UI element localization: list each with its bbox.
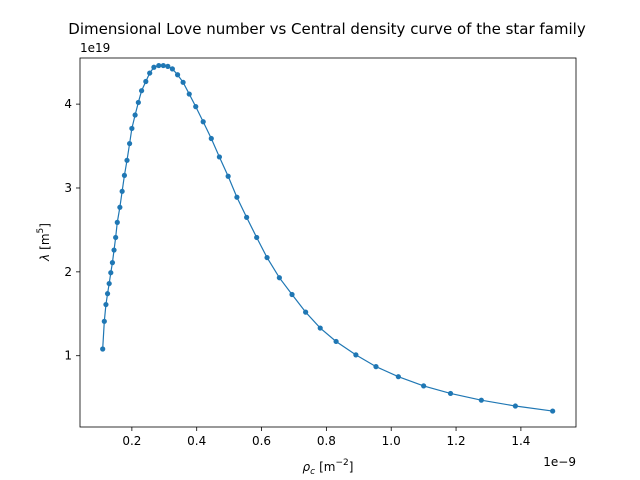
data-point [160, 62, 166, 69]
data-point [117, 204, 123, 210]
data-point [138, 88, 145, 94]
data-point [254, 234, 260, 241]
data-point [373, 364, 379, 370]
data-point [100, 346, 106, 352]
data-point [124, 157, 130, 163]
data-point [174, 72, 181, 78]
data-point [165, 63, 171, 69]
data-point [108, 270, 114, 276]
x-tick-label: 1.4 [511, 434, 530, 448]
x-tick-label: 0.4 [187, 434, 206, 448]
y-axis-ticks: 1 2 3 4 [64, 97, 80, 363]
data-point [114, 219, 120, 225]
x-tick-label: 1.2 [447, 434, 466, 448]
data-point [101, 318, 107, 324]
data-point [103, 301, 109, 308]
x-tick-label: 0.2 [122, 434, 141, 448]
data-point [225, 173, 231, 179]
data-point [512, 403, 518, 409]
data-point [113, 234, 119, 241]
data-point [180, 79, 186, 85]
data-point [119, 188, 125, 194]
data-point [395, 374, 401, 380]
data-point [129, 125, 135, 132]
data-point [193, 104, 199, 110]
data-point [303, 309, 309, 315]
data-point [550, 408, 556, 414]
data-point [186, 91, 192, 97]
data-point [234, 194, 240, 200]
data-point [421, 383, 427, 389]
data-point [147, 70, 153, 76]
data-point [143, 78, 149, 85]
data-point [111, 247, 117, 253]
y-tick-label: 4 [64, 97, 72, 111]
data-point [132, 112, 138, 118]
data-point [353, 352, 359, 358]
y-axis-label: λ[m5] [36, 223, 52, 262]
data-point [104, 291, 111, 297]
x-axis-label: ρc [m−2] [303, 458, 354, 477]
series-line [102, 64, 553, 412]
x-tick-label: 0.8 [317, 434, 336, 448]
y-tick-label: 3 [64, 181, 72, 195]
data-point [127, 140, 133, 147]
y-tick-label: 2 [64, 265, 72, 279]
series-layer [100, 62, 556, 414]
data-point [244, 214, 250, 220]
y-offset-label: 1e19 [80, 41, 110, 55]
data-point [200, 119, 206, 125]
data-point [151, 64, 157, 70]
data-point [317, 325, 323, 331]
data-point [106, 280, 112, 287]
data-point [478, 397, 484, 403]
data-point [447, 390, 454, 397]
data-point [276, 275, 282, 281]
data-point [216, 154, 222, 160]
data-point [156, 62, 162, 69]
y-tick-label: 1 [64, 349, 72, 363]
x-offset-label: 1e−9 [543, 455, 576, 469]
x-axis-ticks: 0.2 0.4 0.6 0.8 1.0 1.2 1.4 [122, 427, 530, 448]
x-tick-label: 1.0 [382, 434, 401, 448]
data-point [264, 254, 270, 261]
data-point [135, 99, 141, 106]
data-point [121, 172, 128, 179]
data-point [169, 66, 175, 72]
x-tick-label: 0.6 [252, 434, 271, 448]
data-point [289, 291, 295, 298]
plot-frame [79, 57, 577, 428]
chart-title: Dimensional Love number vs Central densi… [68, 20, 586, 38]
data-point [208, 135, 214, 142]
data-point [333, 338, 339, 345]
data-point [109, 260, 116, 266]
